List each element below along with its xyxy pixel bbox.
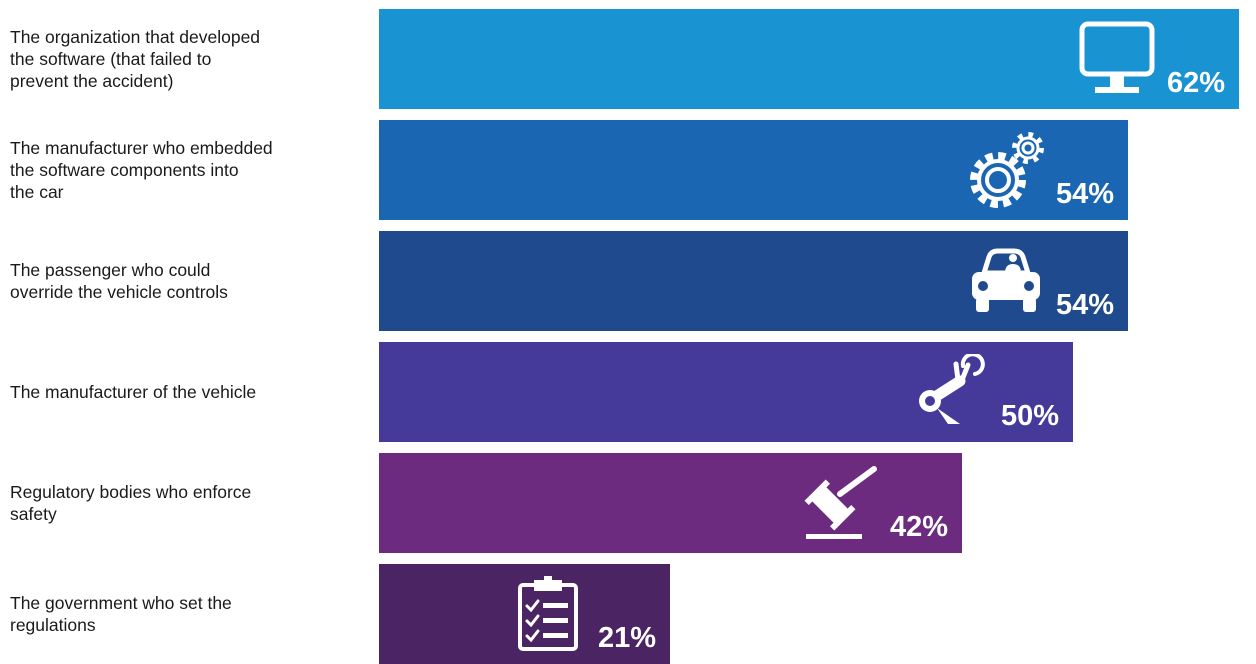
car-icon	[968, 243, 1044, 319]
bar: 42%	[379, 453, 962, 553]
value-label: 50%	[1000, 400, 1059, 432]
bar: 62%	[379, 9, 1239, 109]
value-label: 21%	[597, 622, 656, 654]
bar-row: The government who set the regulations 2…	[0, 564, 1256, 664]
bar-row: The organization that developed the soft…	[0, 9, 1256, 109]
category-label: The government who set the regulations	[10, 593, 232, 635]
value-label: 54%	[1055, 289, 1114, 321]
value-label: 62%	[1166, 67, 1225, 99]
bar-row: The manufacturer of the vehicle 50%	[0, 342, 1256, 442]
bar: 54%	[379, 120, 1128, 220]
bar: 21%	[379, 564, 670, 664]
clipboard-checklist-icon	[510, 576, 586, 652]
bar-row: The manufacturer who embedded the softwa…	[0, 120, 1256, 220]
category-label: The passenger who could override the veh…	[10, 260, 228, 302]
monitor-icon	[1079, 21, 1155, 97]
category-label: The organization that developed the soft…	[10, 27, 261, 91]
robot-arm-icon	[913, 354, 989, 430]
value-label: 54%	[1055, 178, 1114, 210]
gavel-icon	[802, 465, 878, 541]
category-label: The manufacturer of the vehicle	[10, 382, 257, 402]
bar: 54%	[379, 231, 1128, 331]
category-label: Regulatory bodies who enforce safety	[10, 482, 252, 524]
category-label: The manufacturer who embedded the softwa…	[10, 138, 273, 202]
gears-icon	[968, 132, 1044, 208]
bar: 50%	[379, 342, 1073, 442]
bar-row: The passenger who could override the veh…	[0, 231, 1256, 331]
value-label: 42%	[889, 511, 948, 543]
bar-row: Regulatory bodies who enforce safety 42%	[0, 453, 1256, 553]
